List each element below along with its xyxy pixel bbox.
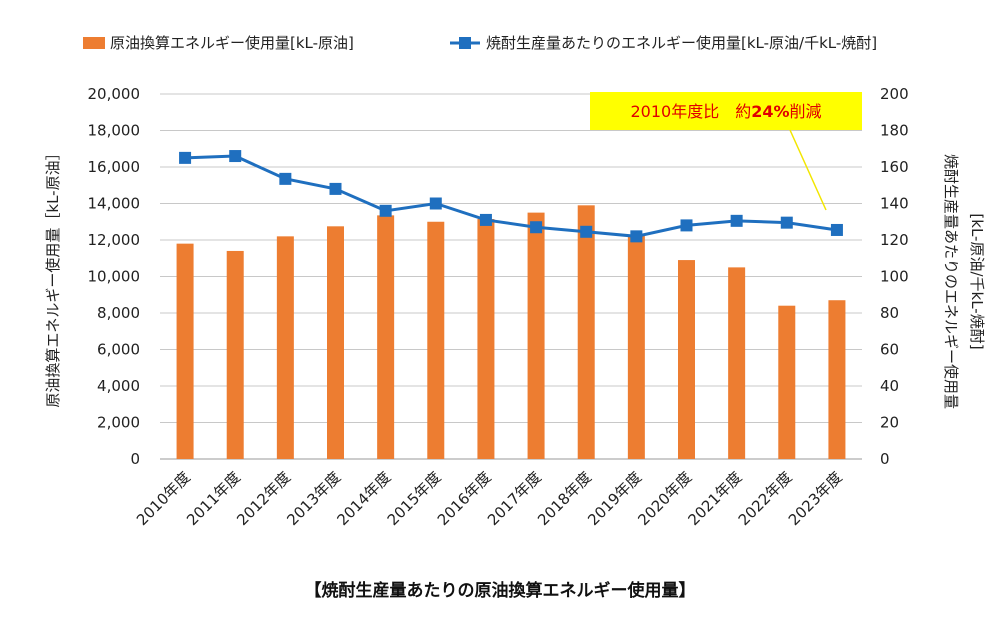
x-tick-label: 2018年度 xyxy=(534,468,595,529)
right-tick-label: 0 xyxy=(880,450,890,468)
x-tick-label: 2021年度 xyxy=(685,468,746,529)
line-point xyxy=(479,213,492,226)
left-axis: 0 2,000 4,000 6,000 8,000 10,000 12,000 14,000 1… xyxy=(88,85,141,468)
x-tick-label: 2013年度 xyxy=(283,468,344,529)
right-tick-label: 100 xyxy=(880,268,909,286)
line-point xyxy=(429,197,442,210)
x-tick-label: 2014年度 xyxy=(334,468,395,529)
right-tick-label: 140 xyxy=(880,195,909,213)
right-tick-label: 180 xyxy=(880,122,909,140)
line-point xyxy=(379,204,392,217)
line-point xyxy=(229,150,242,163)
line-point xyxy=(279,172,292,185)
bar xyxy=(627,234,645,459)
x-axis: 2010年度2011年度2012年度2013年度2014年度2015年度2016… xyxy=(133,468,846,529)
annotation-suffix: 削減 xyxy=(790,102,822,121)
left-tick-label: 16,000 xyxy=(88,158,141,176)
right-tick-label: 160 xyxy=(880,158,909,176)
line-point xyxy=(530,221,543,234)
x-tick-label: 2017年度 xyxy=(484,468,545,529)
bar xyxy=(377,215,395,459)
x-tick-label: 2012年度 xyxy=(233,468,294,529)
left-tick-label: 18,000 xyxy=(88,122,141,140)
line-point xyxy=(329,182,342,195)
line-point xyxy=(780,216,793,229)
right-tick-label: 80 xyxy=(880,304,899,322)
line-point xyxy=(680,219,693,232)
left-tick-label: 12,000 xyxy=(88,231,141,249)
bar xyxy=(176,243,194,459)
right-tick-label: 120 xyxy=(880,231,909,249)
line-point xyxy=(179,151,192,164)
line-point xyxy=(630,230,643,243)
gridlines xyxy=(160,93,862,460)
right-tick-label: 60 xyxy=(880,341,899,359)
series-line xyxy=(185,154,838,238)
annotation-pointer xyxy=(789,129,827,211)
annotation-text: 2010年度比 約24%削減 xyxy=(630,102,821,121)
x-tick-label: 2016年度 xyxy=(434,468,495,529)
left-tick-label: 8,000 xyxy=(97,304,140,322)
right-axis-title-line: [kL-原油/千kL-焼酎] xyxy=(968,213,986,349)
left-tick-label: 14,000 xyxy=(88,195,141,213)
bar xyxy=(427,221,445,459)
bar xyxy=(276,236,294,459)
x-tick-label: 2011年度 xyxy=(183,468,244,529)
right-axis-title: 焼酎生産量あたりのエネルギー使用量 [kL-原油/千kL-焼酎] xyxy=(942,154,986,409)
left-tick-label: 4,000 xyxy=(97,377,140,395)
line-point xyxy=(580,225,593,238)
legend-bar-label: 原油換算エネルギー使用量[kL-原油] xyxy=(110,34,354,52)
left-tick-label: 10,000 xyxy=(88,268,141,286)
line-point xyxy=(830,223,843,236)
left-tick-label: 0 xyxy=(130,450,140,468)
bar-series xyxy=(176,205,846,459)
x-tick-label: 2020年度 xyxy=(634,468,695,529)
bar xyxy=(778,305,796,459)
bar xyxy=(327,226,344,459)
line-point xyxy=(730,214,743,227)
annotation-prefix: 2010年度比 約 xyxy=(630,102,751,121)
right-axis-title-line: 焼酎生産量あたりのエネルギー使用量 xyxy=(942,154,960,409)
left-tick-label: 2,000 xyxy=(97,414,140,432)
left-axis-title: 原油換算エネルギー使用量［kL-原油］ xyxy=(44,145,62,407)
right-axis: 0 20 40 60 80 100 120 140 160 180 200 xyxy=(880,85,909,468)
legend-line-label: 焼酎生産量あたりのエネルギー使用量[kL-原油/千kL-焼酎] xyxy=(486,34,877,52)
legend-line-marker xyxy=(459,37,471,49)
left-tick-label: 6,000 xyxy=(97,341,140,359)
x-tick-label: 2022年度 xyxy=(735,468,796,529)
annotation: 2010年度比 約24%削減 xyxy=(590,92,862,211)
bar xyxy=(226,250,244,459)
bar xyxy=(527,212,545,459)
bar xyxy=(577,205,595,459)
right-tick-label: 200 xyxy=(880,85,909,103)
left-tick-label: 20,000 xyxy=(88,85,141,103)
x-tick-label: 2015年度 xyxy=(384,468,445,529)
bar xyxy=(728,267,746,459)
chart-title: 【焼酎生産量あたりの原油換算エネルギー使用量】 xyxy=(305,580,696,601)
legend-bar-swatch xyxy=(83,37,105,49)
right-tick-label: 40 xyxy=(880,377,899,395)
bar xyxy=(828,300,846,459)
legend: 原油換算エネルギー使用量[kL-原油] 焼酎生産量あたりのエネルギー使用量[kL… xyxy=(83,34,877,52)
x-tick-label: 2010年度 xyxy=(133,468,194,529)
line-series xyxy=(179,150,843,243)
right-tick-label: 20 xyxy=(880,414,899,432)
annotation-emphasis: 24% xyxy=(751,102,789,121)
bar xyxy=(477,219,495,459)
x-tick-label: 2019年度 xyxy=(584,468,645,529)
annotation-box xyxy=(590,92,862,130)
bar xyxy=(678,260,695,459)
x-tick-label: 2023年度 xyxy=(785,468,846,529)
